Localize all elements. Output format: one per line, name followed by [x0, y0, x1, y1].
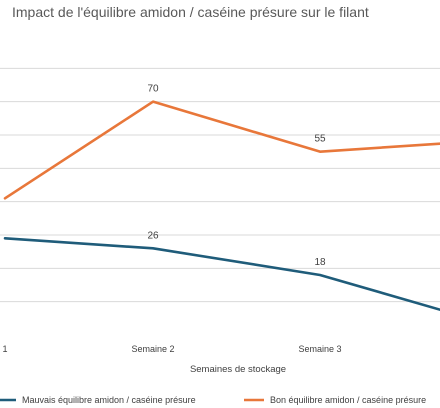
x-tick-label: Semaine 2 [131, 344, 174, 354]
legend-label: Mauvais équilibre amidon / caséine présu… [22, 395, 196, 405]
series-line-2 [3, 100, 440, 200]
x-tick-label: Semaine 3 [298, 344, 341, 354]
data-label: 55 [314, 134, 326, 145]
x-axis-title: Semaines de stockage [190, 364, 286, 375]
x-axis-ticks: 1 Semaine 2 Semaine 3 [2, 344, 341, 354]
series-lines [3, 100, 440, 312]
data-label: 26 [147, 230, 159, 241]
legend: Mauvais équilibre amidon / caséine présu… [0, 395, 426, 405]
gridlines [0, 67, 440, 303]
data-label: 18 [314, 257, 326, 268]
data-label: 70 [147, 84, 159, 95]
x-tick-label: 1 [2, 344, 7, 354]
legend-label: Bon équilibre amidon / caséine présure [270, 395, 426, 405]
data-labels: 26 18 70 55 [147, 84, 326, 268]
series-line-1 [3, 237, 440, 312]
chart-title: Impact de l'équilibre amidon / caséine p… [12, 4, 369, 20]
